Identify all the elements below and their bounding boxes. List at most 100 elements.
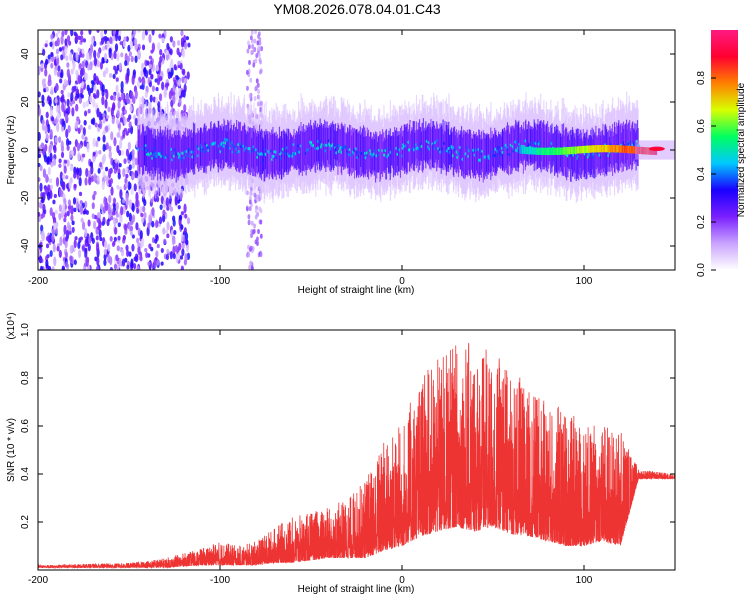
noise-blob: [41, 119, 45, 126]
noise-blob: [125, 244, 129, 252]
noise-blob: [90, 36, 94, 46]
noise-blob: [253, 223, 256, 229]
noise-blob: [259, 219, 263, 225]
noise-blob: [96, 89, 100, 99]
noise-blob: [113, 50, 117, 60]
noise-blob: [92, 156, 96, 164]
noise-blob: [250, 50, 254, 56]
noise-blob: [97, 167, 101, 174]
noise-blob: [81, 221, 86, 230]
noise-blob: [60, 54, 64, 61]
noise-blob: [41, 94, 45, 103]
noise-blob: [130, 91, 134, 100]
spectrogram-y-ticks: -40 -20 0 20 40: [20, 48, 675, 253]
noise-blob: [41, 123, 45, 131]
noise-blob: [45, 133, 49, 142]
noise-blob: [65, 137, 70, 147]
noise-blob: [248, 264, 252, 270]
noise-blob: [247, 40, 250, 46]
noise-blob: [84, 177, 88, 186]
noise-blob: [55, 48, 60, 55]
noise-blob: [119, 214, 123, 224]
noise-blob: [96, 60, 100, 68]
noise-blob: [75, 88, 80, 95]
noise-blob: [45, 173, 49, 184]
noise-blob: [141, 44, 146, 51]
noise-blob: [52, 199, 56, 205]
noise-blob: [110, 186, 114, 196]
noise-blob: [131, 74, 135, 85]
noise-blob: [84, 200, 88, 209]
noise-blob: [60, 89, 64, 95]
noise-blob: [177, 87, 182, 97]
noise-blob: [55, 82, 59, 91]
noise-blob: [48, 74, 52, 83]
noise-blob: [165, 197, 169, 208]
noise-blob: [38, 65, 41, 76]
noise-blob: [177, 205, 181, 210]
noise-blob: [147, 222, 151, 229]
noise-blob: [131, 149, 135, 157]
noise-blob: [56, 246, 60, 252]
noise-blob: [125, 167, 129, 173]
noise-blob: [105, 89, 109, 100]
noise-blob: [73, 52, 77, 61]
noise-blob: [114, 68, 118, 75]
noise-blob: [117, 235, 121, 241]
noise-blob: [114, 210, 119, 215]
noise-blob: [129, 40, 133, 50]
noise-blob: [114, 226, 118, 235]
noise-blob: [97, 136, 101, 142]
noise-blob: [183, 41, 188, 50]
noise-blob: [85, 256, 89, 267]
noise-blob: [65, 175, 69, 180]
noise-blob: [180, 265, 184, 270]
noise-blob: [116, 51, 120, 62]
noise-blob: [57, 30, 61, 34]
noise-blob: [140, 212, 144, 218]
noise-blob: [128, 51, 132, 57]
noise-blob: [49, 129, 53, 139]
noise-blob: [98, 150, 102, 155]
noise-blob: [122, 168, 126, 178]
noise-blob: [80, 217, 84, 223]
noise-blob: [144, 91, 148, 98]
noise-blob: [105, 142, 109, 150]
noise-blob: [126, 249, 130, 257]
noise-blob: [101, 84, 105, 93]
noise-blob: [93, 40, 97, 47]
noise-blob: [181, 242, 185, 250]
noise-blob: [126, 210, 130, 218]
noise-blob: [252, 62, 256, 68]
noise-blob: [113, 65, 117, 71]
noise-blob: [116, 132, 120, 138]
noise-blob: [155, 250, 159, 258]
noise-blob: [255, 85, 259, 91]
noise-blob: [165, 49, 169, 56]
noise-blob: [86, 142, 90, 153]
noise-blob: [130, 220, 134, 226]
noise-blob: [258, 37, 262, 43]
noise-blob: [178, 215, 182, 220]
noise-blob: [109, 266, 113, 270]
noise-blob: [100, 203, 104, 210]
noise-blob: [246, 85, 249, 91]
noise-blob: [150, 198, 154, 203]
noise-blob: [128, 114, 132, 120]
noise-blob: [93, 190, 97, 196]
noise-blob: [59, 236, 63, 246]
noise-blob: [99, 61, 103, 70]
noise-blob: [71, 220, 75, 226]
noise-blob: [172, 84, 176, 92]
noise-blob: [56, 112, 60, 120]
noise-blob: [159, 204, 163, 211]
colorbar-strip: [711, 30, 738, 270]
noise-blob: [90, 164, 94, 175]
noise-blob: [144, 248, 148, 253]
noise-blob: [70, 68, 74, 75]
noise-blob: [247, 252, 251, 258]
noise-blob: [142, 205, 146, 213]
noise-blob: [183, 77, 188, 84]
noise-blob: [133, 183, 137, 192]
noise-blob: [75, 52, 79, 62]
